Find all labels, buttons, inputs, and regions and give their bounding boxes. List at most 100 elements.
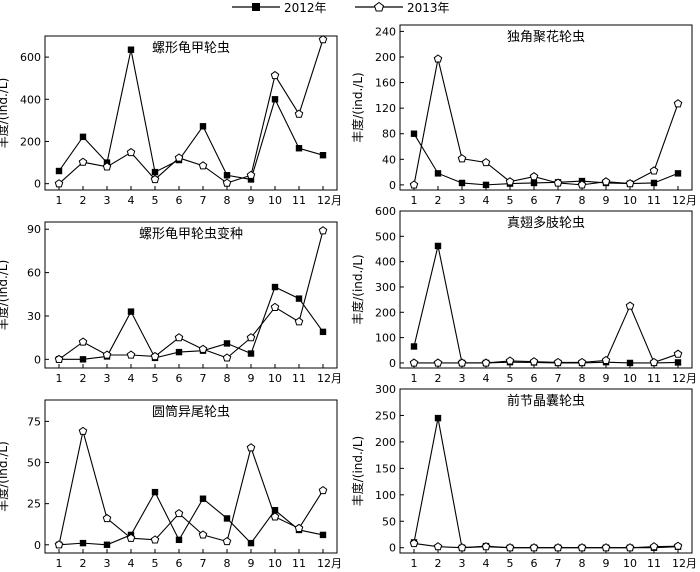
x-tick-label: 12月 — [317, 557, 342, 570]
data-point-square — [79, 133, 87, 141]
series-line — [413, 58, 679, 186]
data-point-square — [434, 170, 442, 177]
y-tick-label: 90 — [27, 223, 41, 236]
x-tick-label: 10 — [268, 557, 282, 570]
chart-title: 前节晶囊轮虫 — [507, 393, 585, 409]
legend-marker-square — [252, 3, 260, 11]
data-point-square — [175, 348, 183, 356]
data-point-square — [674, 359, 682, 366]
series-2012 — [410, 414, 682, 551]
x-tick-label: 8 — [579, 372, 586, 385]
x-tick-label: 5 — [152, 194, 159, 207]
data-point-pentagon — [198, 344, 208, 353]
x-tick-label: 7 — [200, 557, 207, 570]
x-tick-label: 5 — [507, 557, 514, 570]
data-point-pentagon — [457, 358, 467, 367]
y-tick-label: 30 — [27, 310, 41, 323]
x-tick-label: 9 — [603, 557, 610, 570]
y-tick-label: 250 — [375, 409, 396, 422]
x-tick-label: 3 — [104, 372, 111, 385]
x-tick-label: 8 — [579, 557, 586, 570]
data-point-square — [271, 283, 279, 291]
data-point-pentagon — [577, 180, 587, 189]
y-tick-label: 600 — [20, 51, 41, 64]
data-point-pentagon — [505, 356, 515, 365]
data-point-pentagon — [553, 543, 563, 552]
data-point-pentagon — [649, 357, 659, 367]
x-tick-label: 3 — [459, 557, 466, 570]
data-point-pentagon — [126, 350, 136, 359]
data-point-pentagon — [318, 485, 328, 495]
data-point-pentagon — [126, 533, 136, 542]
y-tick-label: 200 — [375, 51, 396, 64]
y-tick-label: 25 — [27, 498, 41, 511]
y-tick-label: 400 — [375, 256, 396, 269]
series-line — [58, 490, 324, 546]
data-point-pentagon — [481, 157, 491, 167]
x-tick-label: 11 — [647, 372, 661, 385]
data-point-pentagon — [409, 180, 419, 189]
x-tick-label: 9 — [248, 194, 255, 207]
y-tick-label: 50 — [382, 515, 396, 528]
data-point-pentagon — [625, 301, 635, 310]
x-tick-label: 11 — [292, 372, 306, 385]
data-point-square — [79, 356, 87, 363]
series-line — [413, 542, 679, 549]
data-point-square — [223, 340, 231, 347]
data-point-pentagon — [673, 99, 683, 108]
chart-title: 独角聚花轮虫 — [507, 29, 585, 45]
x-tick-label: 10 — [623, 557, 637, 570]
x-tick-label: 12月 — [317, 194, 342, 207]
x-tick-label: 12月 — [317, 372, 342, 385]
data-point-pentagon — [54, 179, 64, 188]
series-line — [413, 133, 679, 186]
data-point-square — [410, 343, 418, 350]
data-point-pentagon — [78, 337, 88, 346]
x-tick-label: 10 — [268, 372, 282, 385]
legend-marker-pentagon — [373, 1, 385, 12]
series-line — [413, 417, 679, 549]
x-tick-label: 7 — [555, 557, 562, 570]
series-line — [58, 230, 324, 360]
series-2012 — [410, 242, 682, 367]
data-point-pentagon — [577, 543, 587, 552]
x-tick-label: 11 — [292, 194, 306, 207]
data-point-square — [271, 507, 279, 514]
data-point-pentagon — [270, 302, 280, 311]
x-tick-label: 5 — [507, 372, 514, 385]
y-tick-label: 600 — [375, 205, 396, 218]
series-line — [414, 304, 679, 364]
y-tick-label: 300 — [375, 281, 396, 294]
x-tick-label: 2 — [435, 194, 442, 207]
y-axis-label: 丰度/(ind./L) — [350, 72, 365, 143]
x-tick-label: 9 — [248, 557, 255, 570]
data-point-square — [626, 359, 634, 367]
data-point-square — [127, 308, 135, 315]
data-point-pentagon — [246, 333, 256, 342]
x-tick-label: 2 — [80, 194, 87, 207]
x-tick-label: 7 — [555, 194, 562, 207]
series-line — [58, 431, 324, 545]
x-tick-label: 4 — [128, 372, 135, 385]
data-point-pentagon — [78, 157, 88, 166]
x-tick-label: 10 — [623, 372, 637, 385]
y-tick-label: 100 — [375, 332, 396, 345]
data-point-square — [482, 181, 490, 189]
y-tick-label: 160 — [375, 77, 396, 90]
x-tick-label: 7 — [200, 194, 207, 207]
x-tick-label: 3 — [459, 194, 466, 207]
y-tick-label: 150 — [375, 462, 396, 475]
x-tick-label: 6 — [531, 557, 538, 570]
x-tick-label: 1 — [411, 194, 418, 207]
series-line — [59, 286, 324, 360]
x-tick-label: 2 — [80, 557, 87, 570]
data-point-pentagon — [102, 162, 112, 171]
y-axis-label: 丰度/(ind./L) — [0, 78, 10, 149]
legend-label-2013: 2013年 — [407, 1, 450, 15]
x-tick-label: 10 — [268, 194, 282, 207]
data-point-pentagon — [150, 174, 160, 184]
x-tick-label: 6 — [531, 372, 538, 385]
series-2012 — [55, 283, 327, 363]
